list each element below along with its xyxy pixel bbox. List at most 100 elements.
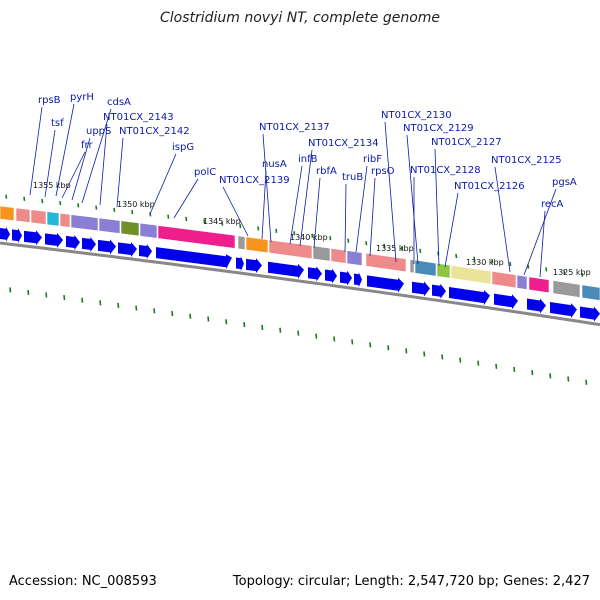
position-tick bbox=[77, 203, 80, 208]
gene-leader-line bbox=[313, 177, 321, 249]
marker-tick bbox=[549, 373, 552, 379]
position-tick bbox=[527, 264, 530, 269]
gene-label: NT01CX_2139 bbox=[219, 175, 290, 186]
gene-leader-line bbox=[173, 178, 199, 219]
marker-tick bbox=[531, 370, 534, 376]
gene-arrow bbox=[580, 306, 600, 322]
gene-arrow bbox=[340, 270, 352, 286]
marker-tick bbox=[297, 330, 300, 336]
marker-tick bbox=[513, 366, 516, 373]
kbp-position-label: 1350 kbp bbox=[117, 200, 155, 209]
gene-arrow bbox=[367, 275, 404, 293]
gene-segment bbox=[450, 264, 492, 285]
marker-tick bbox=[135, 305, 138, 311]
position-tick bbox=[581, 272, 584, 277]
gene-label: rbfA bbox=[316, 166, 337, 177]
position-tick bbox=[23, 196, 26, 201]
gene-leader-line bbox=[406, 134, 419, 265]
marker-tick bbox=[279, 327, 282, 333]
gene-label: rpsO bbox=[371, 166, 395, 177]
gene-arrow bbox=[325, 268, 337, 284]
gene-segment bbox=[365, 252, 407, 273]
gene-label: NT01CX_2127 bbox=[431, 137, 502, 148]
gene-leader-line bbox=[71, 137, 91, 201]
gene-label: tsf bbox=[51, 118, 64, 129]
marker-tick bbox=[315, 333, 318, 339]
kbp-position-label: 1325 kbp bbox=[553, 268, 591, 277]
position-tick bbox=[329, 236, 332, 241]
gene-segment bbox=[120, 220, 140, 237]
marker-tick bbox=[189, 313, 192, 319]
gene-segment bbox=[237, 235, 246, 251]
gene-arrow bbox=[494, 293, 518, 310]
marker-tick bbox=[567, 376, 570, 382]
gene-label: truB bbox=[342, 172, 363, 183]
gene-leader-line bbox=[434, 148, 440, 267]
position-tick bbox=[401, 246, 404, 251]
gene-label: ispG bbox=[172, 142, 194, 153]
position-tick bbox=[185, 216, 188, 222]
gene-leader-line bbox=[222, 186, 249, 237]
gene-segment bbox=[491, 270, 517, 289]
gene-segment bbox=[15, 207, 31, 223]
gene-leader-line bbox=[261, 170, 267, 240]
position-tick bbox=[59, 201, 62, 206]
marker-tick bbox=[387, 345, 390, 351]
gene-segment bbox=[46, 211, 60, 227]
genome-backbone bbox=[0, 241, 600, 327]
gene-label: infB bbox=[298, 154, 318, 165]
gene-label: NT01CX_2129 bbox=[403, 123, 474, 134]
gene-leader-line bbox=[299, 149, 313, 247]
kbp-position-label: 1340 kbp bbox=[290, 233, 328, 242]
position-tick bbox=[257, 226, 260, 231]
gene-arrow bbox=[527, 298, 546, 314]
gene-segment bbox=[0, 205, 15, 221]
gene-label: rpsB bbox=[38, 95, 61, 106]
position-tick bbox=[455, 253, 458, 259]
gene-segment bbox=[98, 217, 121, 234]
gene-arrow bbox=[118, 241, 137, 257]
gene-leader-line bbox=[494, 166, 511, 273]
marker-tick bbox=[423, 351, 426, 357]
gene-segment bbox=[409, 259, 415, 274]
gene-label: NT01CX_2134 bbox=[308, 138, 379, 149]
marker-tick bbox=[207, 316, 210, 322]
gene-label: NT01CX_2128 bbox=[410, 165, 481, 176]
position-tick bbox=[347, 238, 350, 243]
gene-arrow bbox=[156, 247, 232, 270]
position-tick bbox=[5, 194, 8, 199]
position-tick bbox=[203, 219, 206, 224]
marker-tick bbox=[585, 379, 588, 385]
kbp-position-label: 1330 kbp bbox=[466, 258, 504, 267]
gene-leader-line bbox=[116, 137, 124, 208]
position-tick bbox=[41, 198, 44, 204]
marker-tick bbox=[405, 348, 408, 354]
gene-segment bbox=[552, 280, 581, 298]
gene-arrow bbox=[0, 226, 10, 242]
kbp-position-label: 1345 kbp bbox=[203, 217, 241, 226]
gene-arrow bbox=[354, 272, 362, 288]
gene-segment bbox=[346, 250, 363, 266]
gene-leader-line bbox=[289, 165, 303, 245]
gene-label: NT01CX_2126 bbox=[454, 181, 525, 192]
kbp-position-label: 1355 kbp bbox=[33, 181, 71, 190]
gene-arrow bbox=[268, 261, 304, 279]
gene-segment bbox=[139, 222, 158, 239]
marker-tick bbox=[153, 308, 156, 314]
gene-leader-line bbox=[523, 188, 557, 276]
gene-leader-line bbox=[539, 210, 546, 278]
gene-label: NT01CX_2130 bbox=[381, 110, 452, 121]
position-tick bbox=[473, 256, 476, 261]
map-title: Clostridium novyi NT, complete genome bbox=[159, 10, 441, 26]
gene-leader-line bbox=[44, 129, 56, 198]
marker-tick bbox=[243, 322, 246, 328]
position-tick bbox=[113, 207, 116, 212]
gene-leader-line bbox=[344, 183, 347, 253]
gene-label: NT01CX_2137 bbox=[259, 122, 330, 133]
gene-arrow bbox=[45, 232, 63, 248]
gene-arrow bbox=[550, 301, 577, 319]
gene-segment bbox=[30, 209, 47, 225]
gene-label: ribF bbox=[363, 154, 382, 165]
marker-tick bbox=[333, 336, 336, 342]
